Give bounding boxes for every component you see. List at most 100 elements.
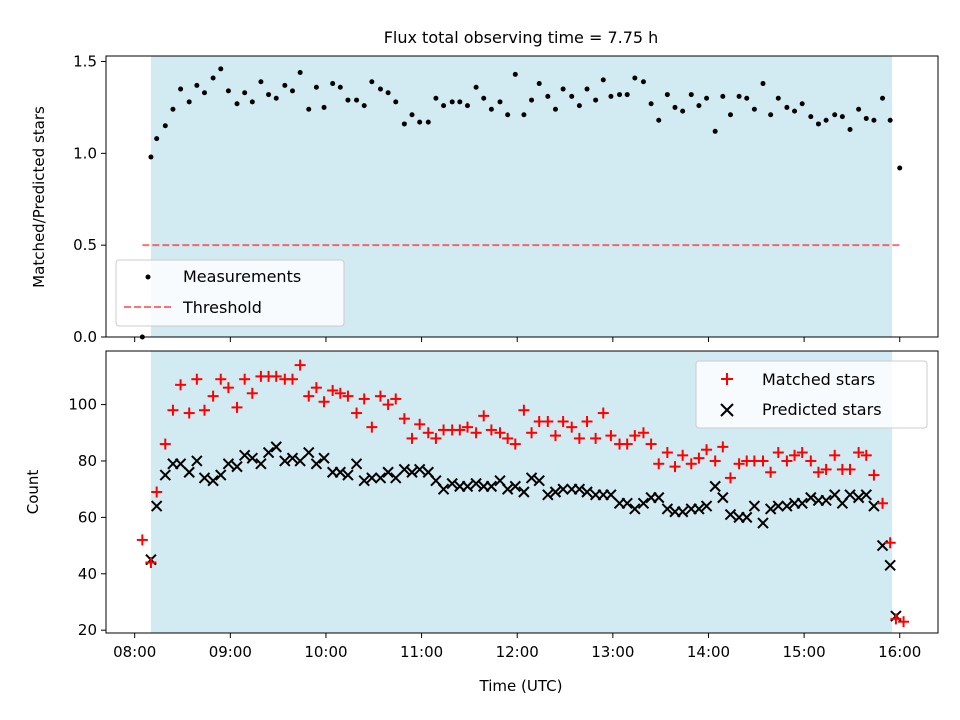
- predicted-mark-stroke: [422, 466, 434, 478]
- predicted-mark-stroke: [724, 508, 737, 521]
- predicted-mark-stroke: [159, 469, 171, 481]
- predicted-mark-stroke: [764, 503, 777, 515]
- measurement-point: [369, 79, 375, 85]
- predicted-mark-stroke: [150, 500, 163, 512]
- matched-star-point: [685, 458, 697, 470]
- predicted-mark-stroke: [581, 486, 593, 498]
- measurement-point: [560, 86, 566, 92]
- predicted-star-point: [518, 486, 530, 498]
- predicted-mark-stroke: [366, 472, 378, 484]
- matched-star-point: [709, 455, 721, 467]
- top-y-axis-label: Matched/Predicted stars: [30, 106, 48, 288]
- measurement-point: [751, 106, 757, 112]
- matched-star-point: [877, 497, 889, 509]
- predicted-mark-stroke: [310, 458, 323, 470]
- matched-star-point: [637, 427, 649, 439]
- legend-matched-label: Matched stars: [762, 370, 875, 389]
- measurement-point: [289, 88, 295, 94]
- predicted-mark-stroke: [470, 477, 482, 490]
- predicted-star-point: [741, 511, 753, 524]
- predicted-mark-stroke: [222, 458, 235, 470]
- matched-star-point: [701, 444, 713, 456]
- top-axes-frame: [105, 55, 939, 338]
- predicted-mark-stroke: [741, 511, 753, 524]
- predicted-star-point: [700, 500, 713, 512]
- predicted-mark-stroke: [549, 486, 562, 498]
- measurement-point: [680, 108, 686, 114]
- predicted-star-point: [215, 469, 227, 481]
- matched-star-point: [581, 416, 593, 427]
- predicted-star-point: [183, 466, 195, 478]
- bottom-ytick-label: 80: [78, 452, 97, 470]
- measurement-point: [464, 103, 470, 109]
- predicted-star-point: [509, 480, 522, 493]
- measurement-point: [863, 115, 869, 121]
- top-legend: Measurements Threshold: [115, 259, 345, 327]
- legend-predicted-label: Predicted stars: [762, 400, 882, 419]
- predicted-star-point: [533, 475, 545, 487]
- matched-star-point: [222, 382, 234, 394]
- measurement-point: [823, 117, 829, 123]
- measurement-point: [545, 93, 551, 99]
- predicted-mark-stroke: [318, 452, 330, 464]
- measurement-point: [154, 136, 160, 142]
- measurement-point: [337, 84, 343, 90]
- predicted-mark-stroke: [390, 472, 402, 484]
- matched-star-point: [406, 432, 418, 444]
- matched-star-point: [757, 455, 769, 467]
- predicted-mark-stroke: [629, 503, 641, 515]
- measurement-point: [505, 112, 511, 118]
- matched-star-point: [286, 373, 298, 385]
- measurement-point: [640, 79, 646, 85]
- predicted-star-point: [310, 458, 323, 470]
- matched-star-point: [502, 432, 514, 444]
- measurement-point: [672, 104, 678, 110]
- predicted-mark-stroke: [286, 452, 299, 464]
- predicted-star-point: [781, 500, 793, 512]
- predicted-star-point: [549, 486, 562, 498]
- predicted-mark-stroke: [485, 480, 498, 493]
- matched-star-point: [246, 387, 258, 399]
- predicted-mark-stroke: [350, 458, 363, 470]
- predicted-star-point: [303, 446, 315, 459]
- x-axis-label: Time (UTC): [479, 677, 563, 695]
- matched-star-point: [374, 390, 386, 402]
- predicted-mark-stroke: [279, 455, 291, 467]
- matched-star-point: [454, 424, 466, 436]
- predicted-star-point: [709, 480, 721, 493]
- measurement-point: [887, 117, 893, 123]
- matched-star-point: [191, 373, 203, 385]
- predicted-star-point: [222, 458, 235, 470]
- predicted-star-point: [676, 506, 689, 518]
- top-ytick-label: 0.5: [73, 236, 97, 254]
- measurement-point: [608, 93, 614, 99]
- matched-star-point: [145, 557, 157, 568]
- matched-star-point: [661, 447, 673, 459]
- predicted-mark-stroke: [860, 489, 872, 501]
- matched-star-point: [542, 416, 554, 427]
- measurement-point: [704, 95, 710, 101]
- bottom-panel: 20 40 60 80 100 08:00 09:00 10:00 11:00 12:00 13:…: [24, 350, 939, 695]
- predicted-mark-stroke: [238, 449, 251, 462]
- top-ytick-label: 0.0: [73, 328, 97, 346]
- predicted-star-point: [334, 466, 347, 478]
- matched-star-point: [509, 438, 521, 450]
- measurement-point: [696, 103, 702, 109]
- measurement-point: [393, 99, 399, 105]
- predicted-mark-stroke: [430, 475, 442, 487]
- bottom-xtick-label: 08:00: [113, 643, 156, 661]
- measurement-point: [225, 88, 231, 94]
- predicted-star-point: [693, 503, 705, 515]
- matched-star-point: [772, 447, 784, 459]
- measurement-point: [760, 81, 766, 87]
- predicted-star-point: [461, 480, 474, 493]
- measurement-point: [815, 121, 821, 127]
- predicted-mark-stroke: [303, 446, 315, 459]
- bottom-xtick-label: 15:00: [782, 643, 825, 661]
- measurement-point: [775, 95, 781, 101]
- matched-star-point: [414, 418, 426, 430]
- predicted-mark-stroke: [605, 489, 617, 501]
- chart-title: Flux total observing time = 7.75 h: [384, 28, 659, 47]
- predicted-star-point: [398, 463, 411, 476]
- matched-star-point: [853, 447, 865, 459]
